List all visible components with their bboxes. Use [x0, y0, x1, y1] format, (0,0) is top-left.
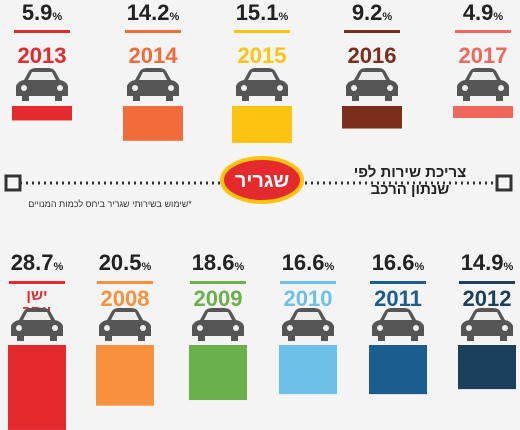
- category-label: 2008: [101, 286, 150, 311]
- car-light: [466, 325, 472, 331]
- car-light: [16, 325, 22, 331]
- car-window: [248, 72, 276, 80]
- car-light: [413, 325, 419, 331]
- car-light: [140, 325, 146, 331]
- bar: [8, 345, 66, 430]
- bar: [232, 106, 292, 143]
- underline: [455, 30, 511, 33]
- car-light: [351, 85, 357, 91]
- car-window: [204, 312, 232, 320]
- car-icon: [346, 68, 398, 101]
- car-window: [294, 312, 322, 320]
- value-label: 28.7%: [11, 250, 64, 275]
- value-label: 5.9%: [22, 0, 63, 25]
- underline: [97, 281, 153, 284]
- value-label: 9.2%: [352, 0, 393, 25]
- car-window: [473, 312, 501, 320]
- value-label: 4.9%: [463, 0, 504, 25]
- car-light: [57, 85, 63, 91]
- value-label: 16.6%: [372, 250, 425, 275]
- car-icon: [457, 68, 509, 101]
- car-light: [502, 325, 508, 331]
- category-label: 2009: [194, 286, 243, 311]
- bar: [189, 345, 247, 401]
- logo-badge: [220, 156, 304, 204]
- value-label: 15.1%: [236, 0, 289, 25]
- car-light: [21, 85, 27, 91]
- category-label: 2012: [463, 286, 512, 311]
- car-light: [197, 325, 203, 331]
- category-label: 2016: [348, 43, 397, 68]
- car-icon: [461, 308, 513, 341]
- car-window: [139, 72, 167, 80]
- underline: [190, 281, 246, 284]
- underline: [125, 30, 181, 33]
- footnote: *שימוש בשירותי שגריר ביחס לכמות המנויים: [28, 199, 192, 209]
- car-window: [28, 72, 56, 80]
- car-light: [462, 85, 468, 91]
- value-label: 14.9%: [461, 250, 514, 275]
- underline: [370, 281, 426, 284]
- bar: [342, 106, 402, 129]
- bar: [453, 106, 513, 119]
- car-light: [233, 325, 239, 331]
- car-light: [241, 85, 247, 91]
- car-icon: [372, 308, 424, 341]
- car-icon: [192, 308, 244, 341]
- value-label: 18.6%: [192, 250, 245, 275]
- underline: [9, 281, 65, 284]
- category-label: 2014: [129, 43, 179, 68]
- car-light: [387, 85, 393, 91]
- category-label: 2011: [374, 286, 422, 311]
- car-light: [287, 325, 293, 331]
- category-label: 2017: [459, 43, 508, 68]
- car-light: [168, 85, 174, 91]
- bar: [12, 106, 72, 121]
- car-light: [323, 325, 329, 331]
- car-light: [377, 325, 383, 331]
- underline: [344, 30, 400, 33]
- car-light: [277, 85, 283, 91]
- category-label: 2010: [284, 286, 333, 311]
- car-window: [358, 72, 386, 80]
- car-light: [498, 85, 504, 91]
- underline: [280, 281, 336, 284]
- bar: [369, 345, 427, 395]
- car-icon: [16, 68, 68, 101]
- car-icon: [282, 308, 334, 341]
- value-label: 20.5%: [99, 250, 152, 275]
- car-window: [469, 72, 497, 80]
- logo-text: שגריר: [235, 170, 289, 192]
- underline: [14, 30, 70, 33]
- title: צריכת שירות לפי שנתון הרכב: [354, 164, 467, 198]
- underline: [459, 281, 515, 284]
- car-light: [52, 325, 58, 331]
- car-icon: [99, 308, 151, 341]
- car-light: [104, 325, 110, 331]
- car-window: [111, 312, 139, 320]
- bar: [96, 345, 154, 406]
- category-label: 2015: [238, 43, 287, 68]
- car-icon: [127, 68, 179, 101]
- car-light: [132, 85, 138, 91]
- bar: [458, 345, 516, 390]
- bar: [279, 345, 337, 395]
- line-end: [495, 174, 513, 192]
- line-end: [4, 174, 22, 192]
- value-label: 16.6%: [282, 250, 335, 275]
- car-window: [384, 312, 412, 320]
- category-label: 2013: [18, 43, 67, 68]
- value-label: 14.2%: [127, 0, 180, 25]
- underline: [234, 30, 290, 33]
- bar: [123, 106, 183, 141]
- car-icon: [236, 68, 288, 101]
- car-window: [23, 312, 51, 320]
- car-icon: [11, 308, 63, 341]
